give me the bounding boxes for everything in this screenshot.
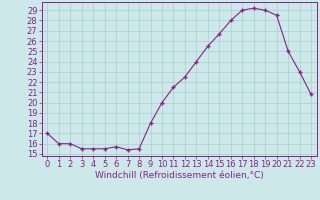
X-axis label: Windchill (Refroidissement éolien,°C): Windchill (Refroidissement éolien,°C) [95,171,264,180]
